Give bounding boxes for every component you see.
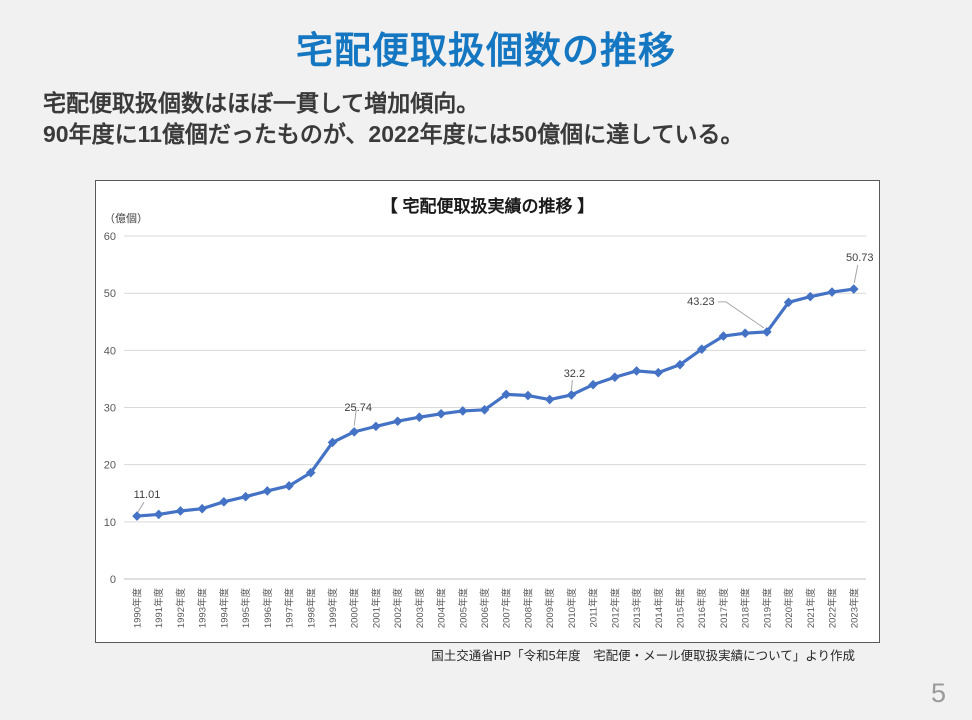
body-text: 宅配便取扱個数はほぼ一貫して増加傾向。 90年度に11億個だったものが、2022… [43, 88, 744, 150]
data-marker [371, 421, 381, 432]
data-label-43.23: 43.23 [687, 296, 715, 308]
x-tick-label: 2022年度 [827, 588, 839, 629]
x-tick-label: 2015年度 [675, 588, 687, 629]
data-marker [327, 437, 338, 448]
x-tick-label: 2013年度 [631, 588, 643, 629]
body-line-2: 90年度に11億個だったものが、2022年度には50億個に達している。 [43, 121, 744, 147]
data-marker [392, 416, 403, 427]
x-tick-label: 2005年度 [457, 588, 469, 629]
x-tick-label: 1991年度 [153, 588, 165, 629]
x-tick-label: 1995年度 [240, 588, 252, 629]
x-tick-label: 2020年度 [783, 588, 795, 629]
x-tick-label: 2001年度 [370, 588, 382, 629]
x-tick-label: 2002年度 [392, 588, 404, 629]
y-axis-unit-label: （億個） [104, 213, 148, 225]
data-marker [696, 344, 707, 355]
data-marker [479, 405, 490, 415]
x-tick-label: 2010年度 [566, 588, 578, 629]
data-marker [240, 491, 251, 502]
data-marker [762, 327, 772, 337]
data-marker [827, 287, 837, 297]
data-marker [848, 284, 859, 294]
x-tick-label: 2021年度 [805, 588, 817, 629]
x-tick-label: 1999年度 [327, 588, 339, 629]
line-chart: 0 10 20 30 40 50 60 1990年度 1991年度 1992年度 1993年度 199… [104, 231, 874, 629]
data-marker [588, 379, 598, 390]
source-note: 国土交通省HP「令和5年度 宅配便・メール便取扱実績について」より作成 [431, 649, 855, 663]
data-marker [349, 427, 359, 437]
x-tick-label: 2007年度 [501, 588, 513, 629]
data-label-50.73: 50.73 [846, 252, 874, 264]
y-tick-label-60: 60 [104, 231, 116, 243]
x-tick-label: 2009年度 [544, 588, 556, 629]
data-marker [523, 390, 533, 401]
x-tick-label: 1994年度 [218, 588, 230, 629]
data-marker [718, 331, 729, 341]
data-marker [675, 359, 685, 370]
x-tick-label: 2008年度 [522, 588, 534, 629]
y-tick-label-10: 10 [104, 517, 116, 529]
data-marker [219, 497, 229, 507]
x-tick-label: 1997年度 [284, 588, 296, 629]
data-label-leader-line [853, 264, 859, 284]
x-tick-label: 2012年度 [609, 588, 621, 629]
data-line [136, 287, 854, 518]
y-tick-label-20: 20 [104, 460, 116, 472]
data-marker [262, 486, 273, 496]
data-label-32.2: 32.2 [564, 368, 585, 380]
data-marker [175, 506, 186, 516]
data-marker [653, 367, 664, 378]
y-tick-label-50: 50 [104, 288, 116, 300]
x-tick-label: 2011年度 [588, 588, 600, 628]
x-tick-label: 2018年度 [740, 588, 752, 629]
data-label-11.01: 11.01 [134, 489, 161, 501]
x-tick-label: 2006年度 [479, 588, 491, 629]
x-tick-label: 2003年度 [414, 588, 426, 629]
data-marker [305, 467, 316, 478]
x-tick-label: 1993年度 [197, 588, 209, 629]
data-marker [805, 291, 816, 302]
body-line-1: 宅配便取扱個数はほぼ一貫して増加傾向。 [43, 90, 480, 116]
x-tick-label: 1990年度 [132, 588, 144, 629]
x-tick-label: 2004年度 [436, 588, 448, 629]
chart-title: 【 宅配便取扱実績の推移 】 [380, 197, 595, 216]
data-label-leader-line [353, 409, 357, 426]
data-marker [153, 509, 164, 520]
data-marker [544, 394, 555, 405]
x-tick-label: 1998年度 [305, 588, 317, 629]
x-tick-label: 2017年度 [718, 588, 730, 629]
data-label-25.74: 25.74 [344, 402, 372, 414]
x-tick-label: 2014年度 [653, 588, 665, 629]
data-marker [414, 412, 425, 423]
data-marker [132, 511, 142, 521]
page-number: 5 [930, 678, 946, 708]
x-tick-label: 2019年度 [761, 588, 773, 629]
x-tick-label: 2016年度 [696, 588, 708, 629]
y-tick-label-40: 40 [104, 345, 116, 357]
x-tick-label: 1996年度 [262, 588, 274, 629]
data-marker [631, 366, 642, 376]
data-marker [501, 389, 512, 400]
y-tick-label-30: 30 [104, 403, 116, 415]
y-tick-label-0: 0 [110, 574, 116, 586]
data-marker [436, 409, 446, 419]
data-marker [610, 372, 620, 383]
slide-title: 宅配便取扱個数の推移 [296, 30, 676, 71]
x-tick-label: 1992年度 [175, 588, 187, 629]
x-tick-label: 2000年度 [349, 588, 361, 629]
data-marker [566, 390, 577, 400]
data-marker [284, 481, 294, 491]
data-marker [458, 406, 468, 416]
data-label-leader-line [137, 501, 145, 513]
chart-panel: 0 10 20 30 40 50 60 1990年度 1991年度 1992年度 1993年度 199… [95, 180, 880, 643]
x-tick-label: 2023年度 [848, 588, 860, 629]
data-marker [740, 328, 750, 339]
data-label-leader-line [717, 301, 765, 329]
data-label-leader-line [570, 379, 573, 390]
data-marker [197, 503, 207, 514]
